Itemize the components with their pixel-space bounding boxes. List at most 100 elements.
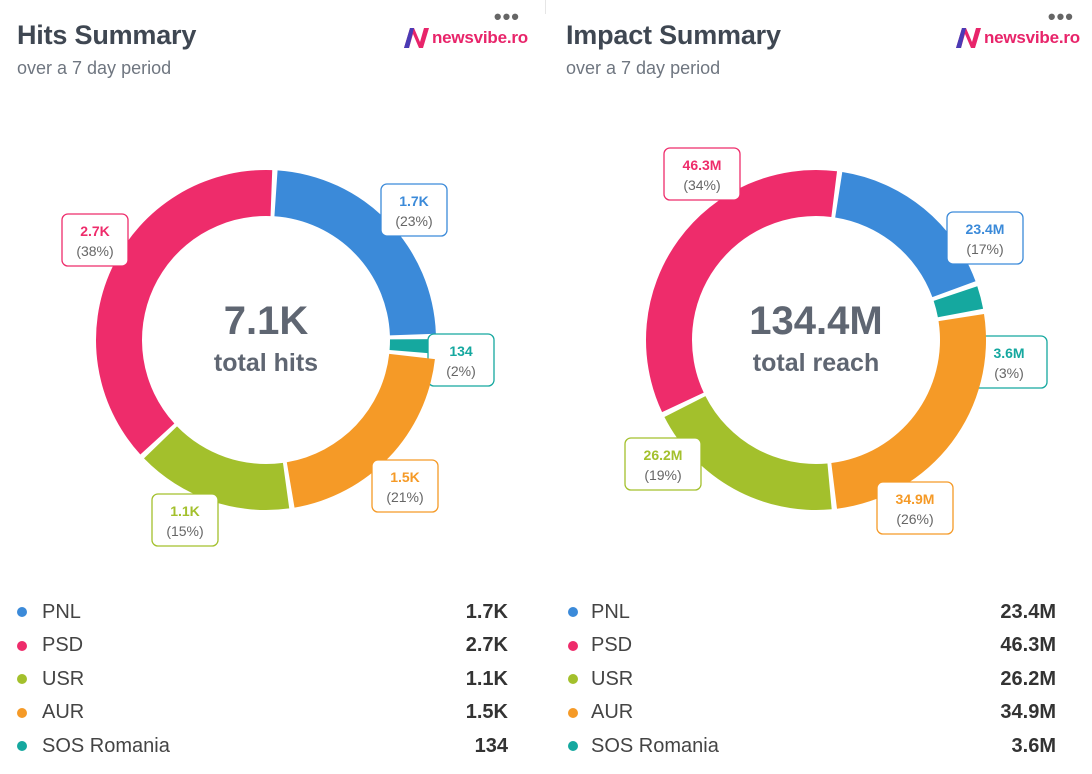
legend-item-usr[interactable]: USR 1.1K: [0, 662, 546, 696]
data-label-percent: (3%): [994, 365, 1024, 381]
slice-aur[interactable]: [286, 353, 435, 508]
data-label-percent: (34%): [683, 177, 720, 193]
legend-name: PSD: [591, 634, 633, 656]
data-label-aur: 1.5K (21%): [371, 459, 439, 513]
center-total-label: total reach: [753, 349, 879, 377]
data-label-pnl: 23.4M (17%): [946, 211, 1024, 265]
data-label-box: [380, 183, 448, 237]
legend-value: 1.5K: [465, 701, 508, 723]
chart-title: Hits Summary: [17, 20, 197, 50]
data-label-value: 134: [449, 343, 473, 359]
legend-value: 2.7K: [465, 634, 508, 656]
data-label-box: [876, 481, 954, 535]
legend-item-aur[interactable]: AUR 34.9M: [546, 696, 1092, 730]
more-options-icon[interactable]: •••: [493, 4, 520, 29]
impact-donut-chart: 23.4M (17%) 3.6M (3%) 34.9M (26%) 26.2M (19%) 46…: [624, 147, 1048, 535]
panel-divider: [545, 0, 546, 14]
legend-item-usr[interactable]: USR 26.2M: [546, 662, 1092, 696]
legend-dot-icon: [568, 674, 578, 684]
brand-logo: newsvibe.ro: [402, 26, 528, 50]
slice-sos-romania[interactable]: [389, 339, 436, 354]
legend-value: 134: [474, 734, 508, 757]
legend-value: 26.2M: [1000, 667, 1056, 690]
data-label-box: [61, 213, 129, 267]
hits-summary-panel: Hits Summary over a 7 day period ••• new…: [0, 4, 546, 763]
legend-dot-icon: [568, 607, 578, 617]
center-total-value: 134.4M: [749, 299, 882, 343]
impact-summary-panel: Impact Summary over a 7 day period ••• n…: [546, 0, 1092, 774]
data-label-value: 23.4M: [966, 221, 1005, 237]
center-total-value: 7.1K: [224, 299, 309, 343]
data-label-percent: (23%): [395, 213, 432, 229]
legend-item-sos-romania[interactable]: SOS Romania 134: [0, 729, 546, 763]
legend-value: 46.3M: [1000, 634, 1056, 656]
chart-title: Impact Summary: [566, 20, 781, 50]
slice-usr[interactable]: [144, 426, 290, 510]
data-label-value: 2.7K: [80, 223, 110, 239]
data-label-pnl: 1.7K (23%): [380, 183, 448, 237]
data-label-value: 46.3M: [683, 157, 722, 173]
data-label-percent: (26%): [896, 511, 933, 527]
legend-value: 1.7K: [465, 600, 508, 623]
data-label-box: [624, 437, 702, 491]
legend-value: 1.1K: [465, 667, 508, 690]
data-label-usr: 1.1K (15%): [151, 493, 219, 547]
data-label-percent: (15%): [166, 523, 203, 539]
data-label-percent: (19%): [644, 467, 681, 483]
brand-name: newsvibe.ro: [431, 28, 528, 47]
legend-item-sos-romania[interactable]: SOS Romania 3.6M: [546, 729, 1092, 763]
legend-dot-icon: [568, 707, 578, 718]
brand-logo: newsvibe.ro: [954, 26, 1080, 50]
data-label-usr: 26.2M (19%): [624, 437, 702, 491]
slice-usr[interactable]: [664, 396, 832, 510]
newsvibe-n-icon: [955, 28, 981, 48]
legend-name: USR: [591, 667, 634, 690]
legend-item-pnl[interactable]: PNL 23.4M: [546, 595, 1092, 629]
data-label-percent: (38%): [76, 243, 113, 259]
slice-sos-romania[interactable]: [933, 286, 984, 318]
legend-dot-icon: [17, 707, 27, 718]
legend-dot-icon: [17, 607, 27, 617]
data-label-box: [946, 211, 1024, 265]
slice-pnl[interactable]: [274, 170, 436, 336]
chart-subtitle: over a 7 day period: [566, 58, 721, 78]
legend-item-psd[interactable]: PSD 46.3M: [546, 629, 1092, 663]
chart-subtitle: over a 7 day period: [17, 58, 172, 78]
legend-item-pnl[interactable]: PNL 1.7K: [0, 595, 546, 629]
data-label-aur: 34.9M (26%): [876, 481, 954, 535]
slice-psd[interactable]: [96, 170, 273, 455]
hits-donut-chart: 1.7K (23%) 134 (2%) 1.5K (21%) 1.1K (15%) 2.7K (3…: [61, 170, 495, 547]
data-label-value: 34.9M: [896, 491, 935, 507]
data-label-value: 1.7K: [399, 193, 429, 209]
slice-aur[interactable]: [831, 314, 986, 509]
legend-name: SOS Romania: [42, 734, 170, 757]
legend-dot-icon: [17, 674, 27, 684]
legend-item-aur[interactable]: AUR 1.5K: [0, 696, 546, 730]
legend-name: AUR: [42, 701, 85, 723]
data-label-value: 26.2M: [644, 447, 683, 463]
newsvibe-n-icon: [403, 28, 429, 48]
data-label-value: 3.6M: [993, 345, 1024, 361]
legend-name: PNL: [591, 600, 630, 623]
data-label-value: 1.1K: [170, 503, 200, 519]
data-label-percent: (21%): [386, 489, 423, 505]
data-label-psd: 46.3M (34%): [663, 147, 741, 201]
legend-name: USR: [42, 667, 85, 690]
data-label-psd: 2.7K (38%): [61, 213, 129, 267]
center-total-label: total hits: [214, 349, 318, 377]
legend-name: AUR: [591, 701, 634, 723]
slice-psd[interactable]: [646, 170, 838, 413]
data-label-box: [663, 147, 741, 201]
data-label-box: [151, 493, 219, 547]
slice-pnl[interactable]: [835, 172, 976, 298]
data-label-box: [371, 459, 439, 513]
legend-name: SOS Romania: [591, 734, 719, 757]
legend-dot-icon: [17, 741, 27, 751]
data-label-sos-romania: 3.6M (3%): [970, 335, 1048, 389]
legend-name: PSD: [42, 634, 84, 656]
legend-item-psd[interactable]: PSD 2.7K: [0, 629, 546, 663]
legend-dot-icon: [568, 640, 578, 651]
data-label-sos-romania: 134 (2%): [427, 333, 495, 387]
more-options-icon[interactable]: •••: [1047, 4, 1074, 29]
data-label-value: 1.5K: [390, 469, 420, 485]
